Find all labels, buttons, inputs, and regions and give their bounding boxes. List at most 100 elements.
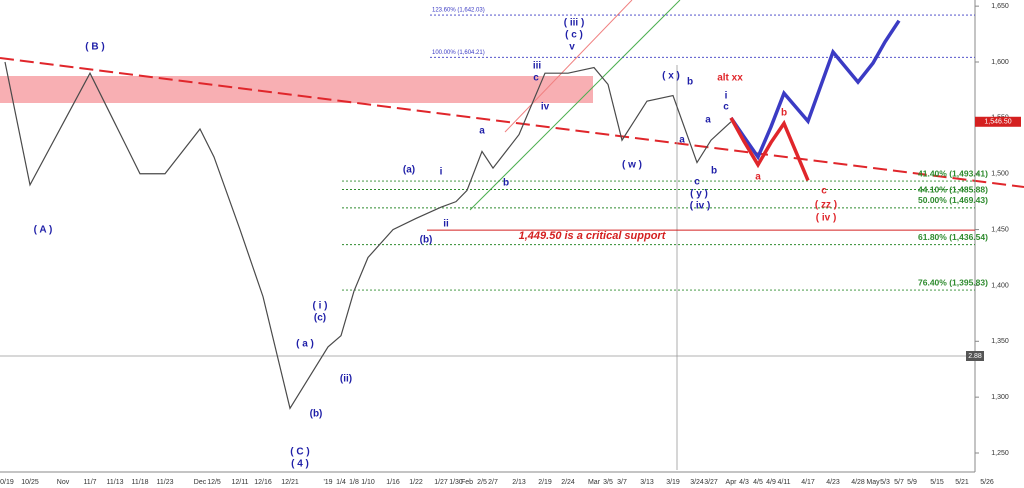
wave-label: i <box>725 91 728 102</box>
wave-label: c <box>694 177 700 188</box>
wave-label: (ii) <box>340 374 352 385</box>
x-tick-label: 11/18 <box>132 479 149 486</box>
x-tick-label: 4/28 <box>851 479 865 486</box>
x-tick-label: May <box>866 479 880 486</box>
x-tick-label: 2/24 <box>561 479 575 486</box>
x-tick-label: 11/7 <box>83 479 96 486</box>
x-tick-label: 2/5 <box>477 479 487 486</box>
projection-line <box>729 117 810 182</box>
x-tick-label: Mar <box>588 479 601 486</box>
trend-line <box>0 57 1024 188</box>
x-tick-label: Nov <box>57 479 70 486</box>
wave-label: ( C ) <box>290 447 309 458</box>
x-tick-label: 5/9 <box>907 479 917 486</box>
wave-label: ( 4 ) <box>291 459 309 470</box>
support-label: 1,449.50 is a critical support <box>519 230 667 242</box>
wave-label: a <box>479 126 485 137</box>
wave-label: ( c ) <box>565 30 583 41</box>
x-tick-label: 2/13 <box>512 479 526 486</box>
y-tick-label: 1,400 <box>991 282 1009 289</box>
wave-label: a <box>679 135 685 146</box>
resistance-zone <box>0 76 593 103</box>
x-tick-label: 11/13 <box>107 479 124 486</box>
x-tick-label: 4/17 <box>801 479 815 486</box>
price-tag <box>975 116 1021 127</box>
wave-label: alt xx <box>717 73 743 84</box>
wave-label: iv <box>541 102 550 113</box>
wave-label: ( a ) <box>296 339 314 350</box>
x-tick-label: 1/10 <box>361 479 375 486</box>
x-tick-label: 12/11 <box>232 479 249 486</box>
channel-line <box>469 0 681 211</box>
wave-label: ( y ) <box>690 189 708 200</box>
fib-label: 61.80% (1,436.54) <box>918 232 988 242</box>
wave-label: (b) <box>310 409 323 420</box>
x-tick-label: 2/7 <box>488 479 498 486</box>
x-tick-label: 10/19 <box>0 479 14 486</box>
x-tick-label: 3/24 <box>690 479 704 486</box>
x-tick-label: 4/3 <box>739 479 749 486</box>
wave-label: b <box>687 77 693 88</box>
x-tick-label: 3/27 <box>704 479 718 486</box>
wave-label: ( iii ) <box>564 18 585 29</box>
x-tick-label: 1/16 <box>386 479 400 486</box>
x-tick-label: 5/15 <box>930 479 944 486</box>
wave-label: i <box>440 167 443 178</box>
x-tick-label: 1/8 <box>349 479 359 486</box>
y-tick-label: 1,450 <box>991 226 1009 233</box>
y-tick-label: 1,500 <box>991 171 1009 178</box>
y-tick-label: 1,250 <box>991 450 1009 457</box>
fib-label: 100.00% (1,604.21) <box>432 50 485 56</box>
y-tick-label: 1,300 <box>991 394 1009 401</box>
wave-label: ( x ) <box>662 71 680 82</box>
indicator-tag <box>966 351 984 361</box>
x-tick-label: 12/21 <box>281 479 299 486</box>
x-tick-label: 2/19 <box>538 479 552 486</box>
wave-label: ( zz ) <box>815 200 837 211</box>
x-tick-label: 5/3 <box>880 479 890 486</box>
fib-label: 76.40% (1,395.83) <box>918 277 988 287</box>
wave-label: iii <box>533 61 542 72</box>
x-tick-label: 4/11 <box>777 479 790 486</box>
wave-label: a <box>705 115 711 126</box>
x-tick-label: Apr <box>726 479 738 486</box>
wave-label: (a) <box>403 165 415 176</box>
wave-label: ii <box>443 219 449 230</box>
x-tick-label: 5/7 <box>894 479 904 486</box>
x-tick-label: 4/5 <box>753 479 763 486</box>
x-tick-label: Feb <box>461 479 473 486</box>
x-tick-label: 3/19 <box>666 479 680 486</box>
wave-label: c <box>821 186 827 197</box>
x-tick-label: 1/27 <box>434 479 448 486</box>
channel-line <box>504 0 633 133</box>
wave-label: v <box>569 42 575 53</box>
wave-label: (c) <box>314 313 326 324</box>
wave-label: ( i ) <box>313 301 328 312</box>
wave-label: ( iv ) <box>816 213 837 224</box>
x-tick-label: 1/22 <box>409 479 423 486</box>
wave-label: ( iv ) <box>690 201 711 212</box>
x-tick-label: 5/21 <box>955 479 969 486</box>
fib-label: 44.10% (1,485.88) <box>918 185 988 195</box>
x-tick-label: 10/25 <box>21 479 39 486</box>
x-tick-label: '19 <box>323 479 332 486</box>
x-tick-label: 3/7 <box>617 479 627 486</box>
fib-label: 41.40% (1,493.41) <box>918 168 988 178</box>
x-tick-label: 3/5 <box>603 479 613 486</box>
price-tag-label: 1,546.50 <box>984 119 1011 126</box>
x-tick-label: 3/13 <box>640 479 654 486</box>
x-tick-label: 5/26 <box>980 479 994 486</box>
x-tick-label: 1/30 <box>449 479 463 486</box>
x-tick-label: 4/23 <box>826 479 840 486</box>
fib-label: 123.60% (1,642.03) <box>432 8 485 14</box>
wave-label: b <box>503 178 509 189</box>
wave-label: a <box>755 172 761 183</box>
y-tick-label: 1,600 <box>991 59 1009 66</box>
wave-label: ( A ) <box>34 225 53 236</box>
wave-label: c <box>533 73 539 84</box>
x-tick-label: Dec <box>194 479 207 486</box>
indicator-label: 2.88 <box>968 353 982 360</box>
wave-label: ( B ) <box>85 42 104 53</box>
